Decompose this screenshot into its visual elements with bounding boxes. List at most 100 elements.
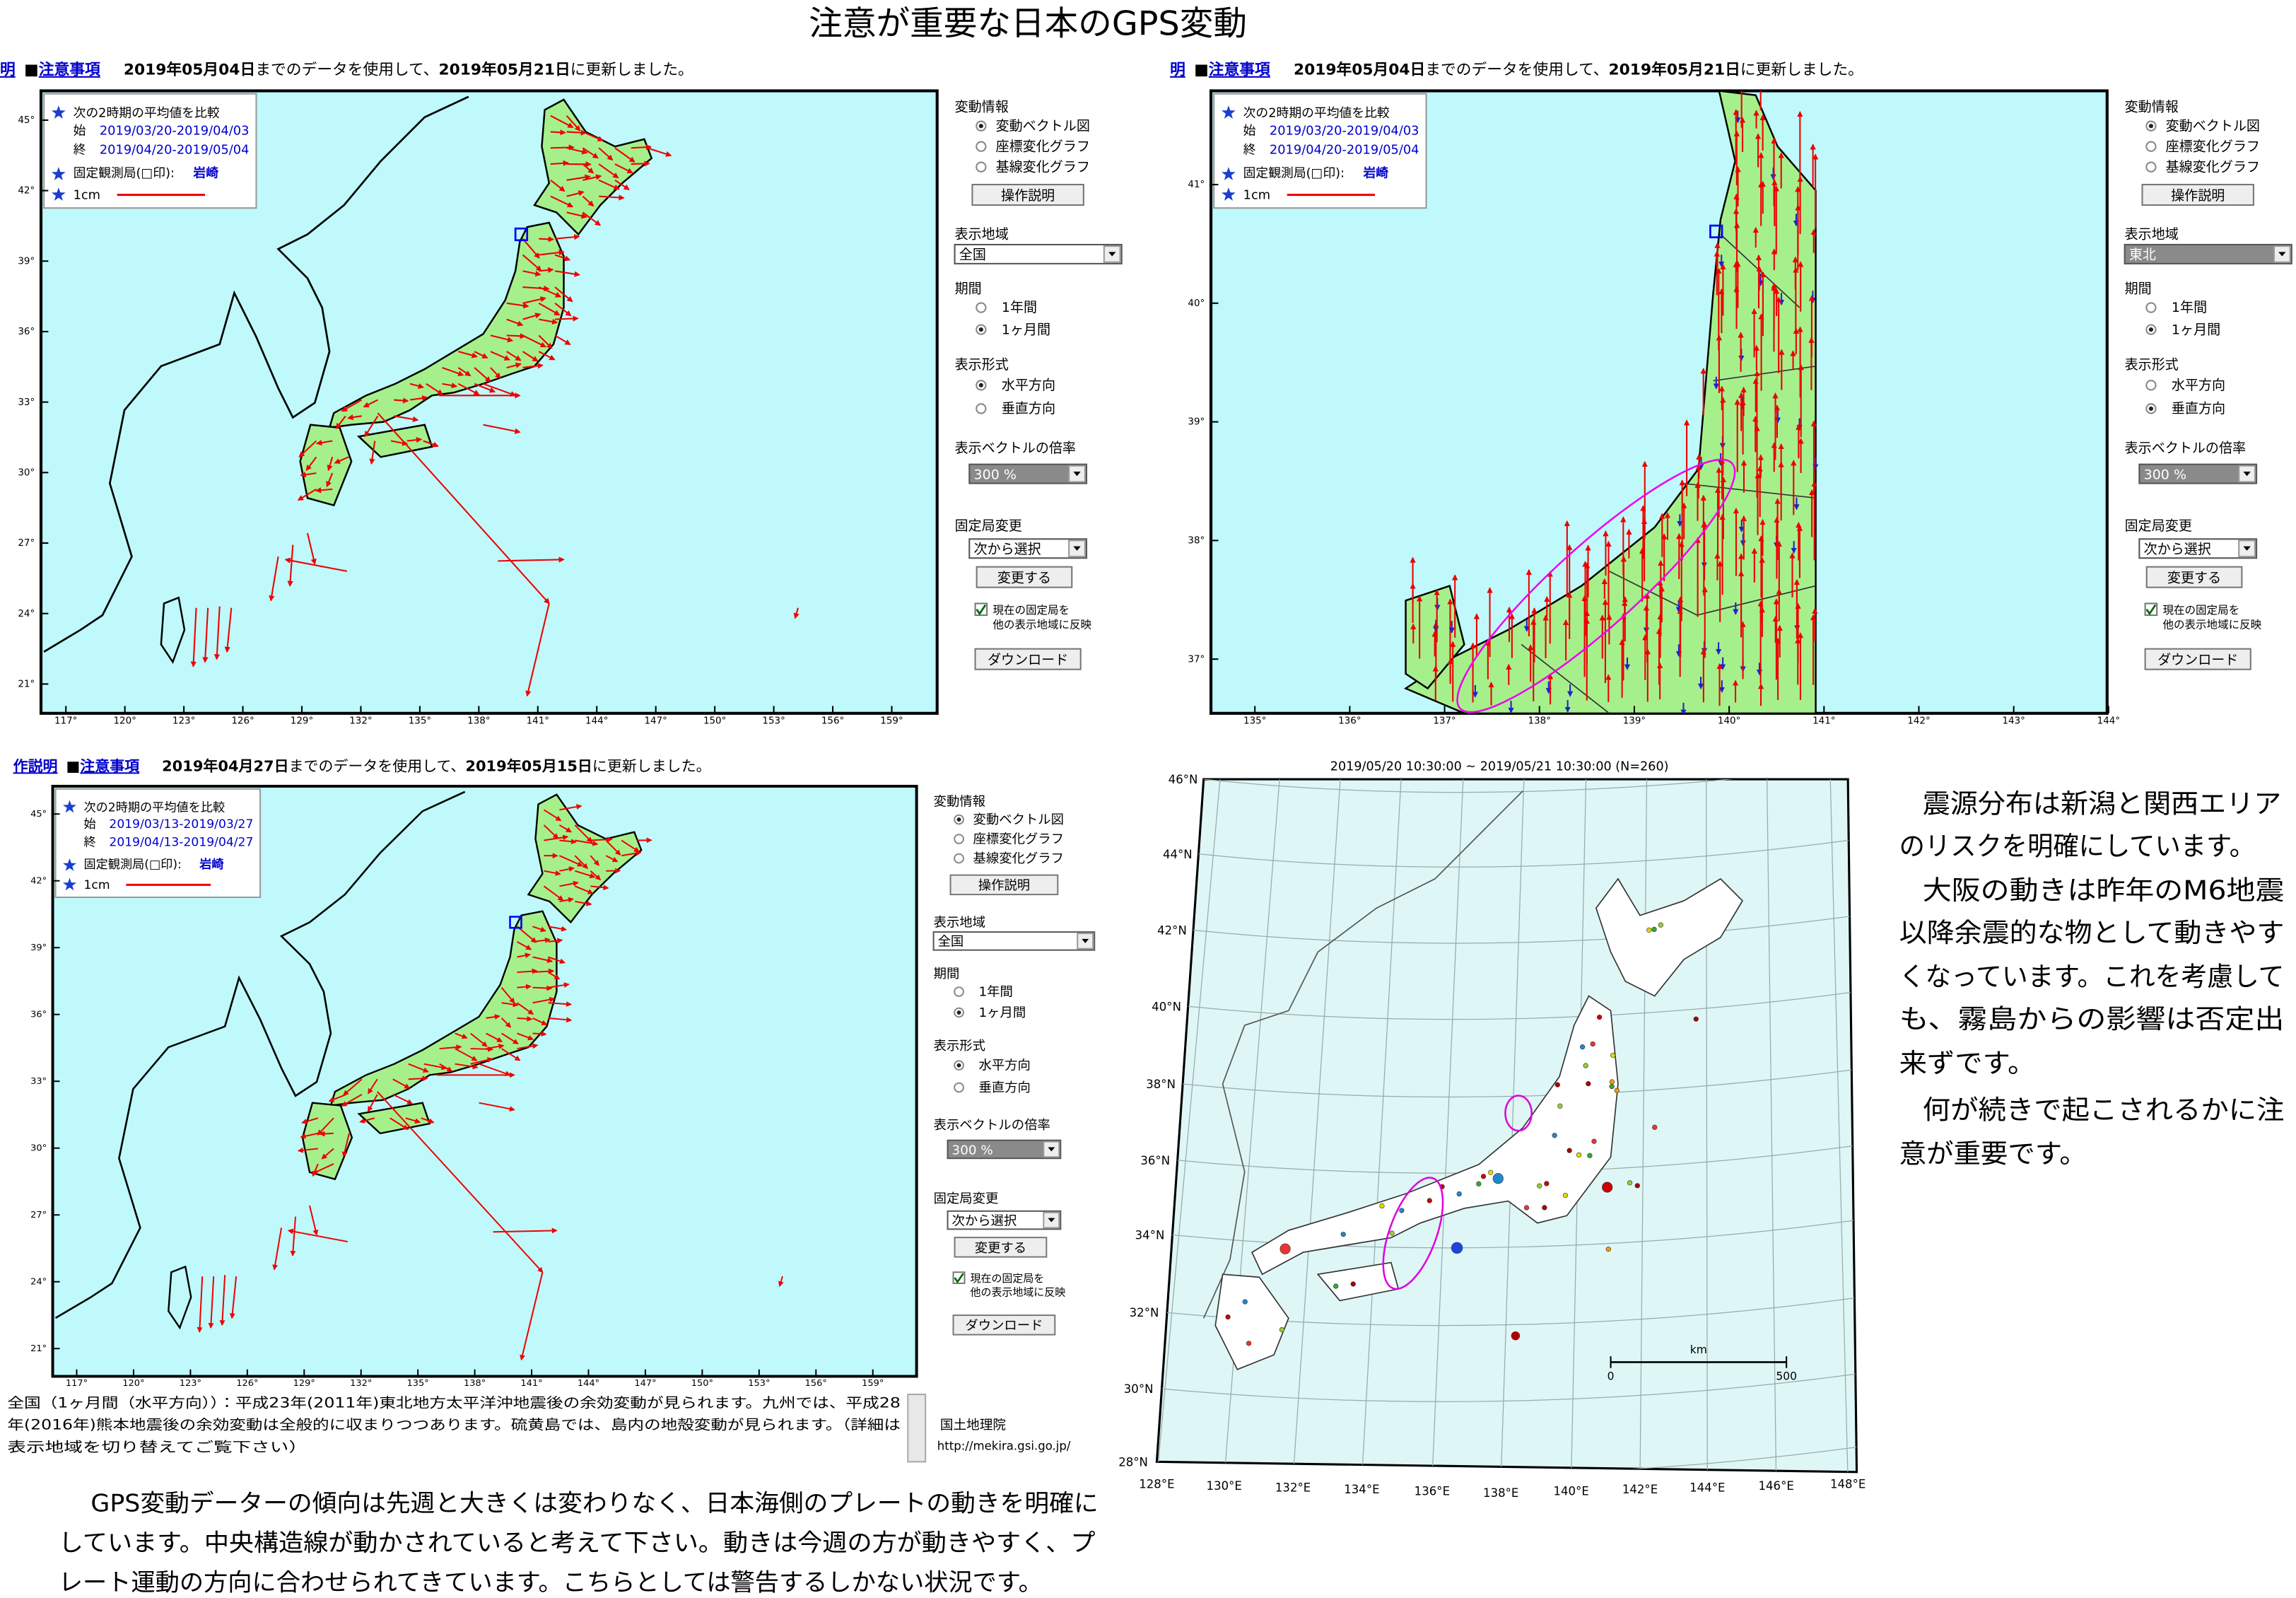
vector-arrow — [543, 885, 564, 901]
agency-name: 国土地理院 — [940, 1418, 1006, 1433]
select-arrow — [2243, 546, 2251, 551]
caution-link[interactable]: 注意事項 — [39, 61, 100, 79]
radio-button[interactable] — [954, 1082, 964, 1093]
radio-button[interactable] — [2145, 302, 2157, 313]
legend-date: 2019/03/13-2019/03/27 — [109, 817, 253, 832]
vector-arrow — [341, 1133, 350, 1157]
radio-button[interactable] — [2145, 380, 2157, 391]
button[interactable] — [949, 874, 1059, 896]
lon-tick-label: 135° — [409, 716, 431, 726]
select-value[interactable]: 東北 — [2129, 247, 2156, 263]
lat-tick-label: 40° — [1188, 298, 1205, 309]
radio-button[interactable] — [2145, 161, 2157, 173]
vector-arrow — [516, 1002, 534, 1015]
button-label[interactable]: ダウンロード — [2157, 652, 2238, 667]
radio-button[interactable] — [976, 161, 987, 173]
button[interactable] — [2145, 566, 2243, 588]
radio-button[interactable] — [954, 853, 964, 864]
vector-arrow — [421, 1117, 435, 1124]
vector-arrow — [548, 1001, 573, 1007]
button[interactable] — [2141, 184, 2254, 206]
quake-dot — [1523, 1205, 1530, 1211]
quake-dot — [1646, 927, 1652, 933]
vector-arrow — [190, 607, 197, 667]
select-arrow — [1108, 252, 1116, 257]
header-text: までのデータを使用して、 — [289, 757, 466, 774]
button[interactable] — [974, 648, 1082, 670]
vector-arrow — [297, 1147, 319, 1153]
select-box[interactable] — [2138, 538, 2258, 559]
select-box[interactable] — [947, 1210, 1062, 1230]
select-value[interactable]: 300 % — [2144, 467, 2187, 482]
radio-button[interactable] — [976, 403, 987, 414]
select-value[interactable]: 全国 — [938, 935, 964, 950]
button[interactable] — [2144, 648, 2251, 670]
scrollbar[interactable] — [907, 1394, 927, 1463]
select-box[interactable] — [947, 1139, 1062, 1160]
vector-arrow — [394, 397, 409, 404]
vector-arrow — [455, 1063, 479, 1070]
vector-arrow — [517, 984, 532, 990]
vector-arrow — [522, 270, 541, 277]
caution-link[interactable]: 注意事項 — [80, 757, 139, 774]
vector-arrow — [197, 1276, 204, 1333]
lat-tick-label: 28°N — [1118, 1456, 1148, 1469]
select-box[interactable] — [968, 463, 1088, 484]
nav-link[interactable]: 明 — [1170, 62, 1185, 79]
radio-dot — [2148, 327, 2154, 332]
control-title: 変動情報 — [2125, 99, 2179, 115]
select-value[interactable]: 次から選択 — [974, 542, 1041, 557]
button-label[interactable]: 変更する — [975, 1241, 1026, 1256]
radio-button[interactable] — [976, 141, 987, 152]
button-label[interactable]: ダウンロード — [965, 1319, 1043, 1334]
button[interactable] — [954, 1237, 1048, 1258]
radio-button[interactable] — [954, 986, 964, 997]
button-label[interactable]: ダウンロード — [988, 652, 1068, 667]
lon-tick-label: 147° — [645, 716, 667, 726]
vector-arrow — [442, 383, 458, 389]
button-label[interactable]: 変更する — [997, 570, 1051, 585]
vector-arrow — [543, 824, 559, 839]
vector-arrow — [377, 412, 550, 605]
button[interactable] — [971, 184, 1084, 206]
vector-arrow — [457, 383, 480, 396]
select-value[interactable]: 次から選択 — [952, 1214, 1017, 1229]
select-box[interactable] — [932, 931, 1096, 951]
vector-arrow — [559, 866, 575, 872]
vector-arrow — [522, 296, 546, 304]
select-box[interactable] — [2124, 243, 2292, 264]
button-label[interactable]: 操作説明 — [1001, 188, 1055, 204]
radio-button[interactable] — [954, 834, 964, 844]
nav-link[interactable]: 作説明 — [13, 757, 58, 774]
vector-arrow — [566, 174, 591, 181]
vector-arrow — [778, 1276, 784, 1288]
vector-arrow — [544, 870, 561, 876]
radio-dot — [956, 1063, 961, 1068]
vector-arrow — [554, 234, 580, 240]
select-value[interactable]: 300 % — [952, 1143, 993, 1157]
button[interactable] — [976, 566, 1073, 588]
seismic-title: 2019/05/20 10:30:00 ~ 2019/05/21 10:30:0… — [1330, 760, 1669, 774]
select-box[interactable] — [954, 243, 1123, 264]
vector-arrow — [517, 1043, 539, 1050]
select-value[interactable]: 次から選択 — [2144, 542, 2211, 557]
button-label[interactable]: 変更する — [2167, 570, 2221, 585]
select-value[interactable]: 300 % — [974, 467, 1017, 482]
select-box[interactable] — [2138, 463, 2258, 484]
lon-tick-label: 126° — [231, 716, 254, 726]
legend-label: 始 — [74, 124, 86, 139]
caution-link[interactable]: 注意事項 — [1209, 61, 1270, 79]
star-icon — [1222, 167, 1236, 180]
button[interactable] — [952, 1314, 1056, 1336]
button-label[interactable]: 操作説明 — [978, 878, 1030, 893]
vector-arrow — [500, 987, 515, 1004]
radio-button[interactable] — [976, 302, 987, 313]
select-value[interactable]: 全国 — [959, 247, 986, 263]
vector-arrow — [590, 836, 613, 843]
quake-dot — [1480, 1174, 1487, 1179]
select-box[interactable] — [968, 538, 1088, 559]
radio-button[interactable] — [2145, 141, 2157, 152]
vector-arrow — [405, 1117, 421, 1124]
button-label[interactable]: 操作説明 — [2171, 188, 2225, 204]
nav-link[interactable]: 明 — [0, 62, 16, 79]
